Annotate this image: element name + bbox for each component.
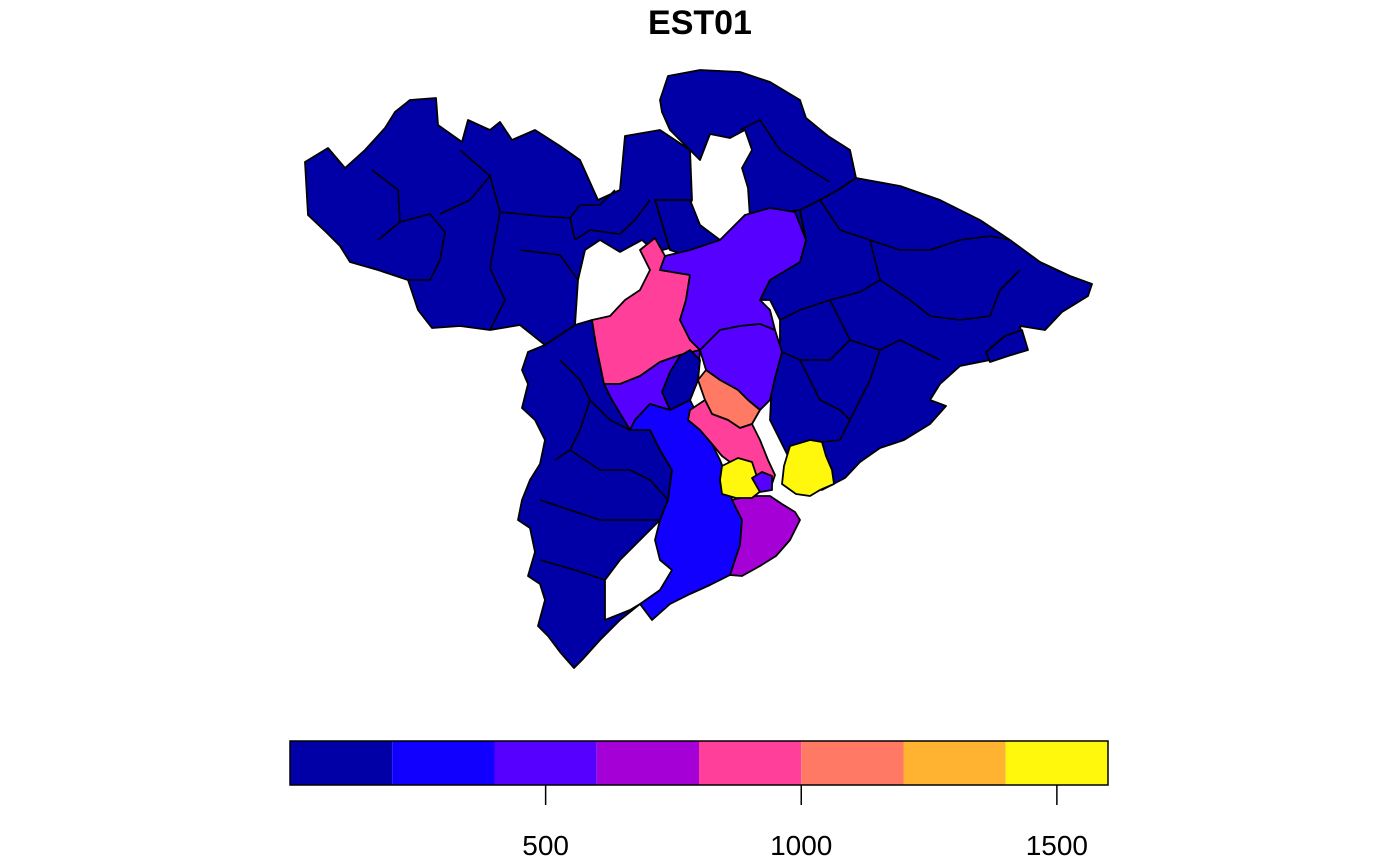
map-regions — [304, 69, 1093, 669]
map-region[interactable] — [729, 495, 801, 577]
legend-bin-2 — [494, 741, 597, 785]
legend-bin-3 — [596, 741, 699, 785]
map-region[interactable] — [659, 207, 807, 351]
legend-bin-6 — [903, 741, 1006, 785]
legend-tick-label: 1000 — [770, 830, 832, 861]
legend-bin-0 — [290, 741, 393, 785]
map-region[interactable] — [985, 329, 1029, 363]
map-region[interactable] — [661, 349, 701, 411]
legend-tick-label: 1500 — [1026, 830, 1088, 861]
legend-bin-1 — [392, 741, 495, 785]
map-region[interactable] — [751, 471, 773, 493]
legend-tick-label: 500 — [522, 830, 569, 861]
legend-bin-4 — [699, 741, 802, 785]
map-region[interactable] — [781, 439, 835, 497]
map-boundaries — [371, 118, 1021, 581]
legend-bin-7 — [1005, 741, 1108, 785]
map-title: EST01 — [648, 4, 752, 42]
map-region[interactable] — [719, 457, 763, 499]
legend-bin-5 — [801, 741, 904, 785]
legend-ticks: 500 1000 1500 — [522, 785, 1088, 861]
color-legend: 500 1000 1500 — [289, 740, 1109, 861]
legend-bins — [290, 741, 1108, 785]
legend-frame — [289, 740, 1109, 786]
